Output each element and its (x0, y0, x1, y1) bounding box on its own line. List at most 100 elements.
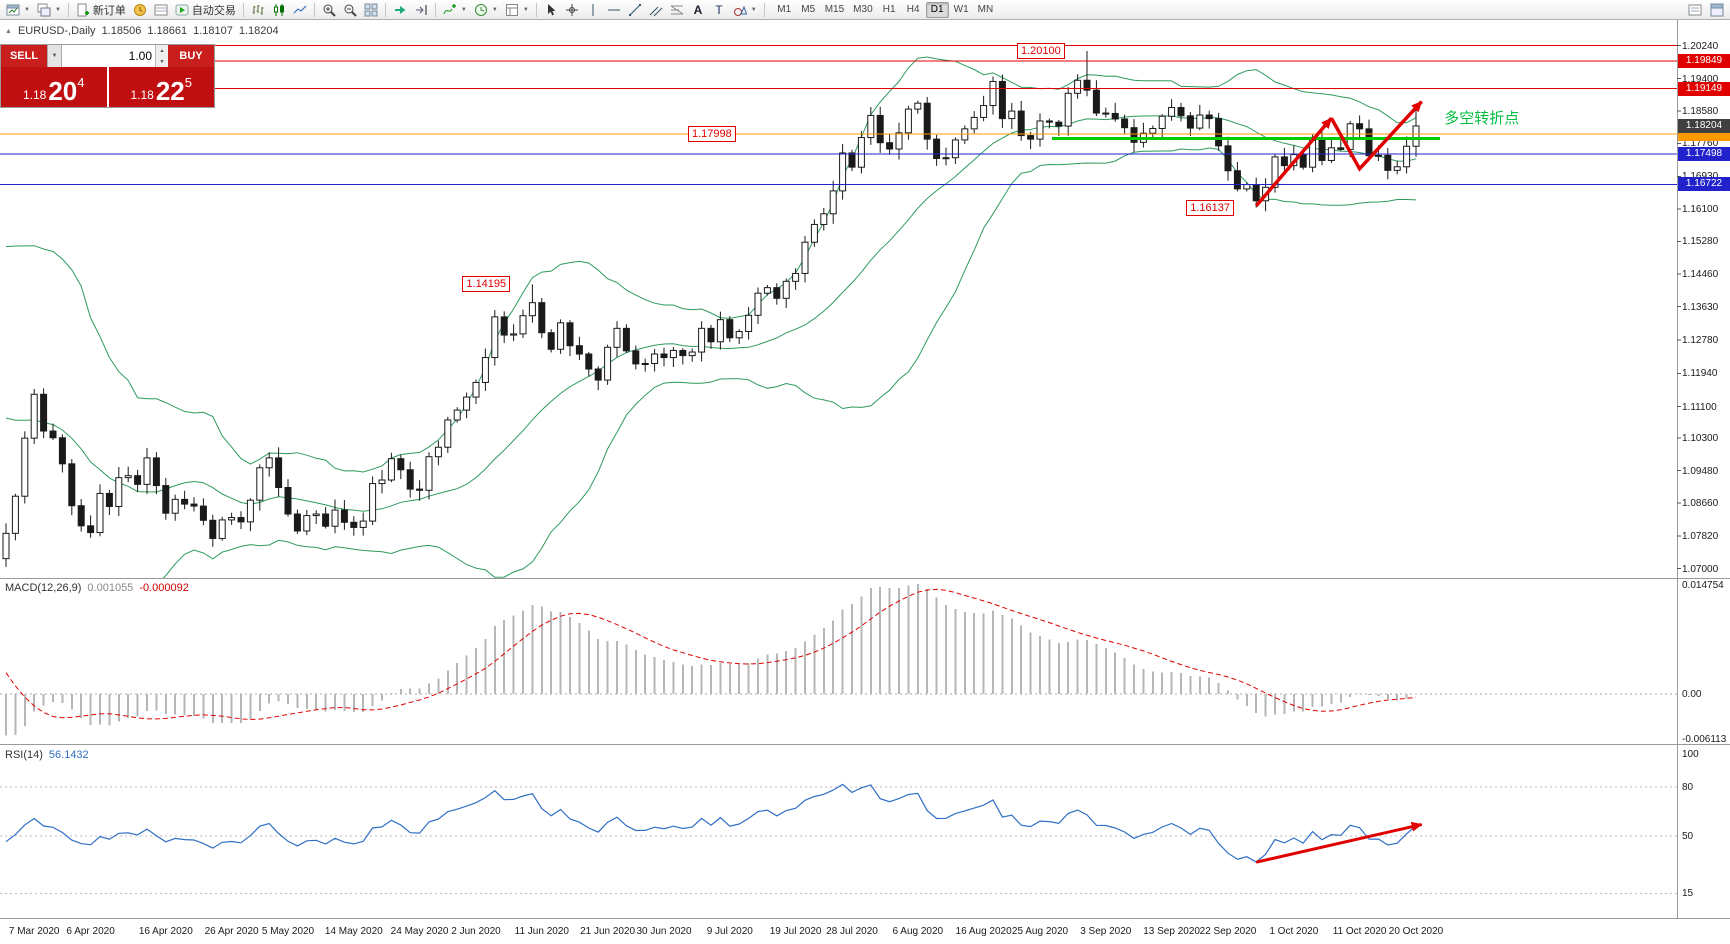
timeframe-m5[interactable]: M5 (801, 4, 816, 15)
price-callout: 1.16137 (1186, 199, 1234, 216)
volume-field[interactable]: 1.00 ▲ ▼ (62, 45, 168, 67)
timeframe-w1[interactable]: W1 (953, 4, 969, 15)
candlestick-chart-button[interactable] (269, 1, 289, 18)
terminal-button[interactable] (151, 1, 171, 18)
indicators-button[interactable]: ▼ (440, 1, 470, 18)
collapse-triangle-icon[interactable]: ▲ (5, 27, 12, 35)
one-click-trading-panel: SELL ▼ 1.00 ▲ ▼ BUY 1.18 20 4 1.18 22 5 (0, 44, 215, 108)
vertical-line-button[interactable] (583, 1, 603, 18)
bar-chart-button[interactable] (248, 1, 268, 18)
timeframe-h1[interactable]: H1 (882, 4, 896, 15)
tile-windows-button[interactable] (361, 1, 381, 18)
macd-scale-label: 0.00 (1682, 689, 1702, 700)
price-line-badge: 1.17498 (1678, 146, 1730, 161)
time-axis-label: 30 Jun 2020 (636, 926, 692, 937)
timeframe-m1[interactable]: M1 (777, 4, 792, 15)
symbol-period-label: EURUSD-,Daily (17, 25, 96, 37)
horizontal-line-button[interactable] (604, 1, 624, 18)
time-axis-label: 3 Sep 2020 (1080, 926, 1132, 937)
price-callout: 1.14195 (462, 276, 511, 293)
time-axis-label: 9 Jul 2020 (706, 926, 753, 937)
timeframe-m15[interactable]: M15 (824, 4, 845, 15)
text-label-button[interactable]: T (709, 1, 729, 18)
vertical-line-icon (592, 3, 594, 16)
chart-shift-icon (415, 4, 427, 15)
sell-button[interactable]: SELL (1, 45, 47, 67)
new-chart-button[interactable]: ▼ (3, 1, 33, 18)
new-order-label: 新订单 (92, 4, 126, 17)
ask-price-main: 22 (155, 75, 185, 106)
ask-price-prefix: 1.18 (130, 87, 154, 102)
line-chart-icon (293, 5, 307, 13)
price-line-badge: 1.19149 (1678, 81, 1730, 96)
time-axis-label: 28 Jul 2020 (826, 926, 878, 937)
trendline-button[interactable] (625, 1, 645, 18)
price-tick: 1.07820 (1682, 531, 1719, 543)
zoom-in-icon (323, 4, 336, 17)
new-order-icon (77, 3, 89, 16)
chart-shift-button[interactable] (411, 1, 431, 18)
text-button[interactable]: A (688, 1, 708, 18)
toolbar-separator (384, 2, 386, 17)
price-callout: 1.20100 (1017, 43, 1065, 60)
bid-price-main: 20 (48, 75, 78, 106)
price-tick: 1.20240 (1682, 40, 1719, 52)
ohlc-low: 1.18107 (193, 25, 233, 37)
crosshair-button[interactable] (562, 1, 582, 18)
zoom-out-icon (344, 4, 357, 17)
timeframe-mn[interactable]: MN (977, 4, 994, 15)
profiles-button[interactable]: ▼ (34, 1, 64, 18)
timeframe-d1[interactable]: D1 (925, 1, 949, 18)
ask-price-button[interactable]: 1.18 22 5 (108, 67, 214, 107)
current-price-badge: 1.18204 (1678, 118, 1730, 133)
price-tick: 1.13630 (1682, 301, 1719, 313)
time-axis-label: 7 Mar 2020 (8, 926, 60, 937)
new-chart-icon (6, 4, 20, 15)
periods-button[interactable]: ▼ (471, 1, 501, 18)
bid-price-button[interactable]: 1.18 20 4 (1, 67, 107, 107)
price-tick: 1.08660 (1682, 497, 1719, 509)
templates-icon (505, 3, 518, 16)
chart-list-button[interactable] (1685, 1, 1705, 18)
stepper-down-icon[interactable]: ▼ (156, 56, 168, 67)
horizontal-line-icon (607, 9, 620, 10)
dock-button[interactable] (1707, 1, 1727, 18)
timeframe-bar: M1 M5 M15 M30 H1 H4 D1 W1 MN (773, 1, 997, 18)
price-tick: 1.17760 (1682, 138, 1719, 150)
chevron-down-icon: ▼ (750, 6, 757, 13)
timeframe-m30[interactable]: M30 (853, 4, 873, 15)
price-tick: 1.16930 (1682, 171, 1718, 182)
time-axis[interactable]: 7 Mar 2020 6 Apr 2020 16 Apr 2020 26 Apr 20… (0, 920, 1677, 944)
shapes-button[interactable]: ▼ (730, 1, 760, 18)
buy-button[interactable]: BUY (168, 45, 214, 67)
stepper-up-icon[interactable]: ▲ (156, 45, 168, 56)
ohlc-close: 1.18204 (238, 25, 279, 37)
zoom-in-button[interactable] (319, 1, 339, 18)
timeframe-h4[interactable]: H4 (906, 4, 920, 15)
new-order-button[interactable]: 新订单 (73, 1, 129, 18)
market-watch-button[interactable] (130, 1, 150, 18)
fibonacci-button[interactable] (667, 1, 687, 18)
channel-icon (649, 6, 663, 16)
autotrading-icon (175, 4, 189, 15)
toolbar-separator (313, 2, 315, 17)
time-axis-label: 11 Jun 2020 (514, 926, 569, 937)
indicators-icon (443, 3, 456, 14)
cursor-button[interactable] (541, 1, 561, 18)
channel-button[interactable] (646, 1, 666, 18)
trendline-icon (628, 3, 641, 16)
zoom-out-button[interactable] (340, 1, 360, 18)
bid-price-prefix: 1.18 (22, 87, 47, 102)
line-chart-button[interactable] (290, 1, 310, 18)
macd-header: MACD(12,26,9) 0.001055 -0.000092 (5, 582, 189, 594)
macd-scale-label: -0.006113 (1682, 734, 1727, 746)
periods-icon (474, 3, 487, 16)
volume-value: 1.00 (128, 49, 152, 63)
templates-button[interactable]: ▼ (502, 1, 532, 18)
auto-scroll-button[interactable] (390, 1, 410, 18)
volume-stepper[interactable]: ▲ ▼ (155, 45, 168, 67)
price-tick: 1.14460 (1682, 268, 1719, 280)
autotrading-button[interactable]: 自动交易 (172, 1, 239, 18)
volume-dropdown-button[interactable]: ▼ (47, 45, 62, 67)
